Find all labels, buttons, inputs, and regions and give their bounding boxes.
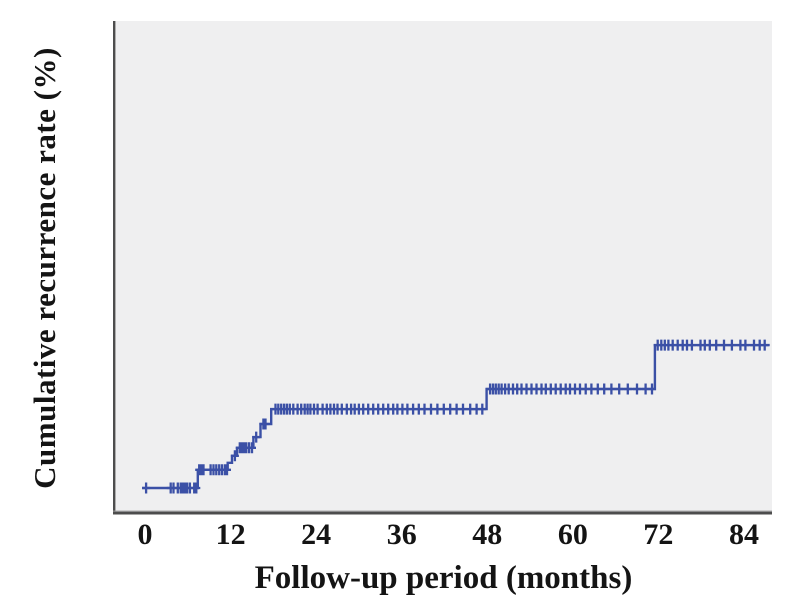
x-tick-label: 60: [557, 518, 588, 551]
x-axis-line-highlight: [113, 510, 772, 512]
x-tick-label: 0: [137, 518, 153, 551]
x-axis-line: [113, 511, 772, 515]
y-axis-line: [113, 21, 116, 514]
x-axis-title: Follow-up period (months): [254, 560, 633, 596]
plot-panel-background: [115, 21, 772, 512]
x-tick-label: 24: [301, 518, 332, 551]
x-tick-label: 84: [729, 518, 759, 551]
x-tick-label: 48: [472, 518, 503, 551]
y-axis-title: Cumulative recurrence rate (%): [27, 47, 62, 489]
x-tick-label: 72: [643, 518, 674, 551]
x-tick-label: 36: [386, 518, 417, 551]
x-tick-label: 12: [215, 518, 246, 551]
censor-tick-marks: [142, 339, 769, 494]
